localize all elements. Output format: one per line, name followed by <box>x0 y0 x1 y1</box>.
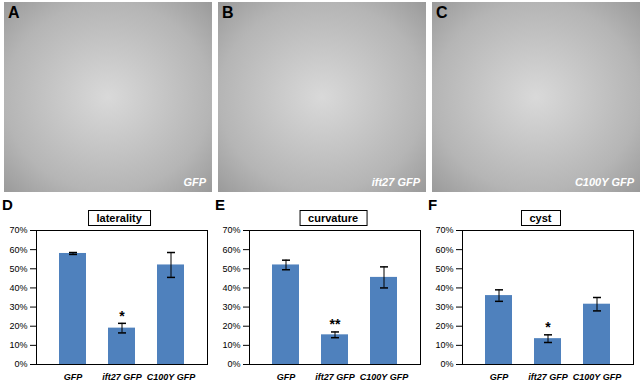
svg-text:0%: 0% <box>440 359 453 369</box>
svg-text:30%: 30% <box>222 302 240 312</box>
svg-text:40%: 40% <box>435 283 453 293</box>
svg-text:*: * <box>545 319 551 335</box>
svg-text:30%: 30% <box>9 302 27 312</box>
svg-text:40%: 40% <box>222 283 240 293</box>
svg-text:GFP: GFP <box>490 372 509 382</box>
svg-text:10%: 10% <box>222 340 240 350</box>
html-text:C: C <box>436 4 448 21</box>
svg-text:C100Y GFP: C100Y GFP <box>147 372 196 382</box>
svg-text:ift27 GFP: ift27 GFP <box>315 372 356 382</box>
svg-text:60%: 60% <box>435 245 453 255</box>
svg-text:60%: 60% <box>222 245 240 255</box>
svg-text:C100Y GFP: C100Y GFP <box>360 372 409 382</box>
html-text:A: A <box>8 4 20 21</box>
svg-text:C100Y GFP: C100Y GFP <box>573 372 622 382</box>
svg-text:ift27 GFP: ift27 GFP <box>528 372 569 382</box>
svg-text:50%: 50% <box>222 264 240 274</box>
svg-text:50%: 50% <box>435 264 453 274</box>
html-text:curvature: curvature <box>308 212 359 224</box>
svg-text:50%: 50% <box>9 264 27 274</box>
svg-text:*: * <box>119 308 125 324</box>
svg-text:10%: 10% <box>9 340 27 350</box>
svg-text:GFP: GFP <box>64 372 83 382</box>
html-text:D: D <box>2 196 13 213</box>
svg-text:GFP: GFP <box>277 372 296 382</box>
svg-text:20%: 20% <box>435 321 453 331</box>
html-text:E: E <box>215 196 225 213</box>
svg-text:70%: 70% <box>222 225 240 235</box>
svg-text:0%: 0% <box>14 359 27 369</box>
html-text:C100Y GFP: C100Y GFP <box>574 176 634 188</box>
svg-text:70%: 70% <box>435 225 453 235</box>
svg-text:30%: 30% <box>435 302 453 312</box>
svg-text:70%: 70% <box>9 225 27 235</box>
html-text:cyst: cyst <box>529 212 552 224</box>
svg-text:40%: 40% <box>9 283 27 293</box>
svg-text:0%: 0% <box>227 359 240 369</box>
svg-text:10%: 10% <box>435 340 453 350</box>
html-text:B: B <box>222 4 234 21</box>
svg-text:60%: 60% <box>9 245 27 255</box>
html-text:GFP: GFP <box>183 176 206 188</box>
svg-text:ift27 GFP: ift27 GFP <box>102 372 143 382</box>
svg-text:20%: 20% <box>222 321 240 331</box>
svg-text:20%: 20% <box>9 321 27 331</box>
html-text:ift27 GFP: ift27 GFP <box>371 176 420 188</box>
svg-text:**: ** <box>330 316 341 332</box>
html-text:laterality: laterality <box>96 212 142 224</box>
html-text:F: F <box>428 196 438 213</box>
